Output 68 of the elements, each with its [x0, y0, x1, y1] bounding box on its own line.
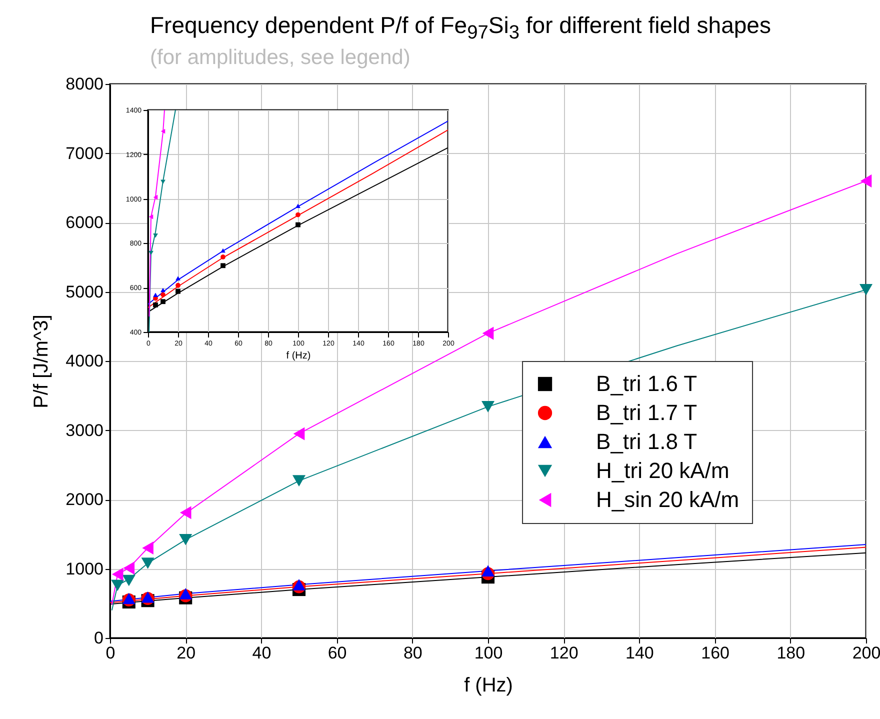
x-tick-label: 140 [626, 644, 654, 662]
y-tick-label: 1000 [66, 559, 104, 578]
point [179, 534, 192, 546]
x-tick-label: 20 [176, 644, 196, 662]
chart-subtitle: (for amplitudes, see legend) [150, 46, 410, 70]
point [296, 204, 300, 208]
y-tick-label: 3000 [66, 420, 104, 440]
point [482, 326, 494, 340]
point [160, 292, 166, 298]
point [148, 214, 154, 220]
point [292, 475, 306, 486]
point [180, 506, 192, 520]
point [111, 580, 124, 592]
point [153, 234, 158, 238]
point [860, 174, 872, 188]
point [176, 282, 180, 288]
point [293, 427, 305, 440]
point [296, 222, 300, 228]
point [112, 568, 124, 581]
legend-label: B_tri 1.7 T [596, 400, 698, 425]
y-tick-label: 2000 [66, 490, 104, 509]
x-tick-label: 200 [852, 644, 880, 662]
x-tick-label: 160 [701, 644, 730, 662]
x-tick-label: 80 [403, 644, 422, 662]
point [148, 250, 154, 256]
point [176, 276, 180, 280]
legend-label: B_tri 1.8 T [596, 429, 698, 454]
point [123, 562, 135, 575]
x-tick-label: 100 [474, 644, 503, 662]
chart-title: Frequency dependent P/f of Fe$_{97}$Si$_{3}$ for different field shapes [150, 12, 771, 45]
point [220, 248, 226, 253]
y-tick-label: 8000 [66, 74, 104, 94]
point [481, 565, 495, 576]
point [176, 288, 180, 294]
point [179, 588, 192, 600]
x-axis-title: f (Hz) [464, 674, 513, 696]
point [220, 263, 226, 268]
point [153, 302, 158, 308]
point [220, 254, 226, 260]
y-tick-label: 7000 [66, 144, 104, 163]
point [153, 194, 158, 200]
y-tick-label: 0 [94, 628, 104, 648]
line-series [148, 110, 165, 317]
point [160, 299, 166, 304]
y-tick-label: 4000 [66, 352, 104, 370]
point [142, 541, 154, 554]
x-tick-label: 180 [776, 644, 806, 662]
point [296, 212, 300, 218]
y-tick-label: 5000 [66, 282, 104, 302]
x-tick-label: 60 [328, 644, 347, 662]
point [160, 128, 166, 134]
point [859, 284, 873, 296]
legend-label: H_tri 20 kA/m [596, 458, 730, 483]
x-axis-title: f (Hz) [286, 350, 311, 362]
x-tick-label: 120 [550, 644, 578, 662]
x-tick-label: 40 [252, 644, 272, 662]
point [160, 288, 166, 292]
legend-label: B_tri 1.6 T [596, 371, 698, 396]
point [153, 292, 158, 298]
x-tick-label: 0 [106, 644, 116, 662]
y-axis-title: P/f [J/m^3] [30, 314, 53, 408]
y-tick-label: 6000 [66, 213, 104, 232]
point [141, 591, 154, 603]
point [292, 579, 306, 590]
point [481, 401, 495, 412]
point [141, 558, 154, 569]
legend-label: H_sin 20 kA/m [596, 487, 740, 512]
point [122, 574, 136, 586]
